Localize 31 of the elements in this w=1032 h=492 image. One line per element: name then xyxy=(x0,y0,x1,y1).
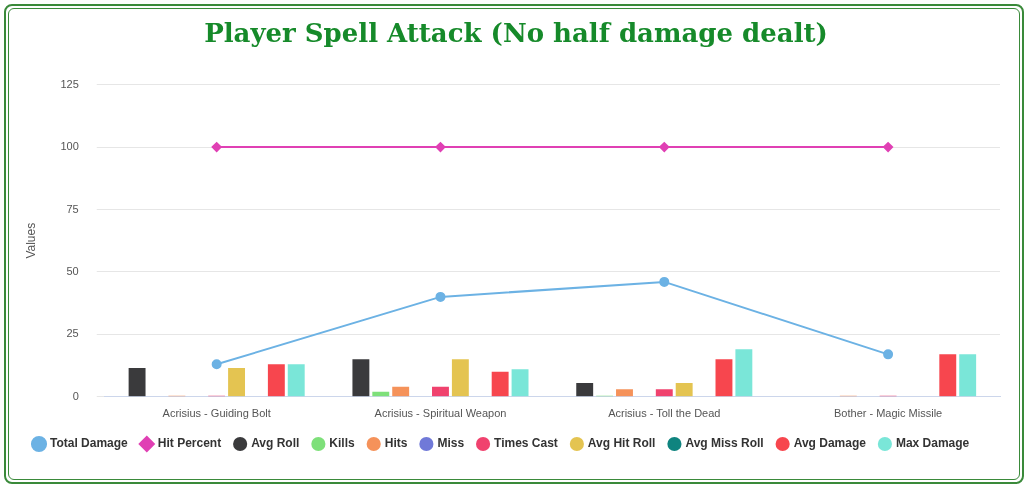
legend-label: Times Cast xyxy=(494,436,558,451)
legend-label: Miss xyxy=(437,436,465,451)
legend-label: Avg Damage xyxy=(793,436,867,451)
x-tick-label: Bother - Magic Missile xyxy=(833,407,943,420)
point xyxy=(211,142,222,153)
x-tick-label: Acrisius - Spiritual Weapon xyxy=(374,407,507,420)
point xyxy=(435,291,446,302)
point xyxy=(883,142,894,153)
point xyxy=(883,349,894,360)
point xyxy=(435,142,446,153)
x-tick-label: Acrisius - Toll the Dead xyxy=(608,407,721,420)
legend-label: Avg Roll xyxy=(251,436,300,451)
y-tick-label: 50 xyxy=(66,264,79,277)
legend-label: Kills xyxy=(329,436,356,451)
point xyxy=(659,142,670,153)
point xyxy=(211,359,222,370)
legend-label: Total Damage xyxy=(50,436,129,451)
x-tick-label: Acrisius - Guiding Bolt xyxy=(162,407,271,420)
y-tick-label: 100 xyxy=(60,140,79,153)
legend-label: Hits xyxy=(384,436,408,451)
y-axis-title: Values xyxy=(23,222,38,259)
legend-label: Hit Percent xyxy=(157,436,222,451)
legend-label: Max Damage xyxy=(895,436,970,451)
y-tick-label: 125 xyxy=(60,77,79,90)
y-tick-label: 25 xyxy=(66,327,79,340)
legend-label: Avg Miss Roll xyxy=(685,436,764,451)
y-tick-label: 75 xyxy=(66,202,79,215)
point xyxy=(659,276,670,287)
legend-label: Avg Hit Roll xyxy=(587,436,656,451)
chart-title: Player Spell Attack (No half damage dealt) xyxy=(203,18,829,48)
y-tick-label: 0 xyxy=(72,389,79,402)
